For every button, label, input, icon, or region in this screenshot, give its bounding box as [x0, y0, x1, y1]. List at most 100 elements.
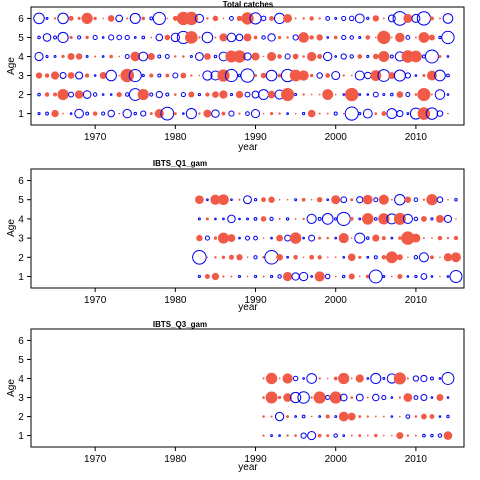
bubble-point	[278, 377, 281, 380]
bubble-point	[372, 53, 379, 60]
bubble-point	[382, 274, 386, 279]
bubble-point	[301, 111, 306, 116]
bubble-point	[443, 431, 453, 440]
bubble-point	[401, 231, 415, 245]
bubble-point	[282, 373, 293, 384]
bubble-point	[414, 36, 417, 39]
bubble-point	[306, 373, 318, 384]
bubble-point	[92, 111, 98, 116]
bubble-point	[262, 112, 265, 115]
bubble-point	[238, 198, 241, 201]
bubble-point	[389, 54, 394, 59]
bubble-point	[350, 377, 353, 380]
bubble-point	[403, 13, 413, 23]
bubble-point	[219, 33, 228, 42]
bubble-point	[190, 74, 193, 77]
bubble-point	[185, 31, 198, 44]
bubble-point	[350, 434, 353, 437]
bubble-point	[185, 107, 197, 120]
bubble-point	[268, 196, 275, 203]
bubble-point	[385, 251, 398, 264]
bubble-point	[381, 111, 387, 117]
bubble-point	[293, 255, 298, 260]
bubble-point	[170, 32, 180, 43]
bubble-point	[370, 372, 382, 385]
bubble-point	[182, 55, 185, 58]
bubble-point	[306, 213, 317, 225]
bubble-point	[194, 52, 204, 61]
bubble-point	[107, 15, 115, 22]
bubble-point	[358, 255, 362, 259]
bubble-point	[430, 255, 434, 260]
bubble-point	[378, 50, 390, 62]
bubble-point	[326, 198, 330, 202]
bubble-point	[446, 275, 450, 278]
bubble-point	[349, 15, 355, 22]
bubble-point	[382, 434, 385, 437]
bubble-point	[108, 34, 115, 41]
bubble-point	[329, 391, 342, 404]
bubble-point	[316, 72, 323, 79]
bubble-point	[133, 36, 137, 39]
bubble-point	[455, 218, 457, 220]
bubble-point	[334, 275, 337, 278]
bubble-point	[412, 375, 420, 382]
bubble-point	[294, 217, 297, 220]
bubble-point	[294, 112, 297, 115]
bubble-point	[344, 106, 359, 121]
bubble-point	[253, 235, 258, 241]
bubble-point	[85, 35, 89, 40]
panel-ibts-q3: IBTS_Q3_gam 1970 1980 1990 2000 2010 1 2 3 4 5 6 y…	[6, 320, 465, 473]
bubble-point	[69, 112, 73, 115]
bubble-point	[228, 254, 234, 260]
bubble-point	[366, 415, 369, 418]
bubble-point	[318, 415, 322, 418]
bubble-point	[77, 16, 81, 20]
bubble-point	[155, 33, 164, 42]
bubble-point	[436, 196, 444, 203]
bubble-point	[283, 393, 292, 402]
x-tick-label: 1980	[164, 132, 187, 143]
bubble-point	[426, 70, 437, 81]
bubble-point	[197, 217, 201, 221]
bubble-point	[438, 377, 442, 380]
bubble-point	[446, 73, 450, 78]
bubble-point	[116, 34, 122, 41]
bubble-point	[67, 52, 75, 60]
bubble-point	[222, 275, 225, 278]
bubble-point	[198, 36, 201, 39]
bubble-point	[122, 108, 132, 119]
bubble-point	[348, 273, 355, 280]
bubble-point	[429, 414, 435, 420]
bubble-point	[81, 12, 93, 25]
bubble-point	[291, 272, 300, 281]
bubble-point	[334, 415, 338, 418]
bubble-point	[428, 34, 435, 41]
bubble-point	[189, 54, 193, 59]
bubble-point	[116, 91, 122, 98]
bubble-point	[246, 256, 249, 259]
bubble-point	[101, 93, 105, 96]
bubble-point	[430, 93, 433, 96]
bubble-point	[99, 72, 107, 79]
bubble-point	[350, 237, 353, 239]
bubble-point	[262, 256, 265, 259]
bubble-point	[366, 377, 370, 380]
bubble-point	[224, 68, 239, 83]
x-tick-label: 1980	[164, 454, 187, 465]
bubble-point	[421, 413, 427, 420]
plot-frame	[30, 328, 465, 448]
bubble-point	[317, 216, 322, 221]
bubble-point	[318, 236, 322, 240]
bubble-point	[298, 32, 309, 43]
bubble-point	[358, 434, 362, 438]
y-tick-label: 2	[18, 253, 24, 264]
bubble-point	[37, 35, 41, 40]
x-tick-label: 1990	[244, 295, 267, 306]
bubble-point	[236, 254, 243, 261]
bubble-point	[350, 396, 354, 399]
bubble-point	[265, 69, 278, 82]
bubble-point	[281, 87, 295, 102]
bubble-point	[403, 393, 413, 402]
bubble-point	[206, 256, 209, 259]
